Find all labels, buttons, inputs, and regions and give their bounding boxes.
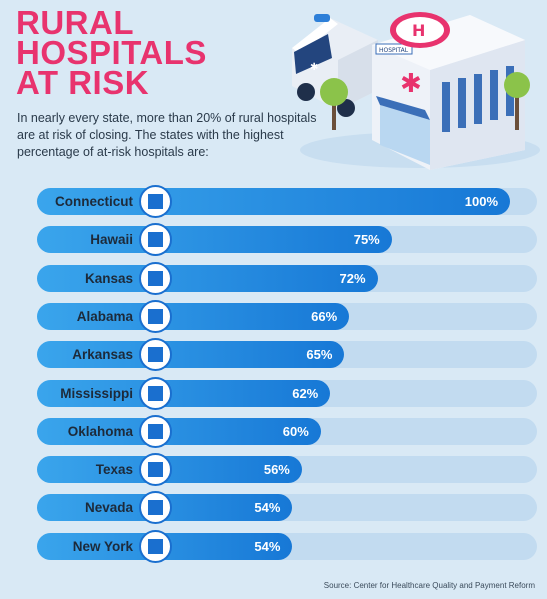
category-label: Arkansas — [72, 347, 133, 362]
intro-text: In nearly every state, more than 20% of … — [17, 111, 317, 159]
value-label: 65% — [306, 347, 333, 362]
state-shape-icon — [139, 453, 172, 486]
value-label: 72% — [339, 271, 366, 286]
hospital-sign: HOSPITAL — [379, 47, 409, 54]
category-label: Oklahoma — [67, 424, 133, 439]
value-label: 100% — [464, 194, 498, 209]
value-label: 66% — [311, 309, 338, 324]
bar — [37, 303, 350, 330]
hospital-building-icon: HOSPITAL ✱ — [372, 15, 525, 170]
bar — [37, 226, 392, 253]
svg-text:H: H — [412, 21, 425, 40]
state-shape-icon — [139, 377, 172, 410]
category-label: Alabama — [76, 309, 133, 324]
value-label: 75% — [353, 232, 380, 247]
category-label: Mississippi — [60, 386, 133, 401]
source-note: Source: Center for Healthcare Quality an… — [323, 581, 535, 590]
value-label: 60% — [282, 424, 309, 439]
bar — [37, 265, 378, 292]
category-label: Kansas — [84, 271, 133, 286]
title-line: HOSPITALS — [16, 34, 207, 71]
state-shape-icon — [139, 338, 172, 371]
value-label: 54% — [254, 539, 281, 554]
helipad-icon: H — [390, 12, 450, 48]
value-label: 54% — [254, 500, 281, 515]
category-label: New York — [72, 539, 133, 554]
page-title: RURAL HOSPITALS AT RISK — [16, 4, 207, 101]
category-label: Nevada — [84, 500, 133, 515]
value-label: 56% — [263, 462, 290, 477]
bar — [37, 341, 345, 368]
state-shape-icon — [139, 530, 172, 563]
state-shape-icon — [139, 415, 172, 448]
state-shape-icon — [139, 262, 172, 295]
svg-text:✱: ✱ — [310, 62, 318, 73]
bar — [37, 418, 321, 445]
category-label: Connecticut — [54, 194, 133, 209]
category-label: Hawaii — [90, 232, 133, 247]
bar — [37, 380, 331, 407]
tree-icon — [320, 72, 530, 130]
category-label: Texas — [95, 462, 133, 477]
title-line: AT RISK — [16, 64, 150, 101]
state-shape-icon — [139, 223, 172, 256]
state-shape-icon — [139, 185, 172, 218]
svg-text:✱: ✱ — [400, 69, 422, 99]
value-label: 62% — [292, 386, 319, 401]
state-shape-icon — [139, 491, 172, 524]
ambulance-icon: ✱ — [292, 14, 378, 117]
title-line: RURAL — [16, 4, 134, 41]
hospital-illustration: ✱ HOSPITAL ✱ H — [292, 12, 540, 170]
state-shape-icon — [139, 300, 172, 333]
bar — [37, 188, 510, 215]
